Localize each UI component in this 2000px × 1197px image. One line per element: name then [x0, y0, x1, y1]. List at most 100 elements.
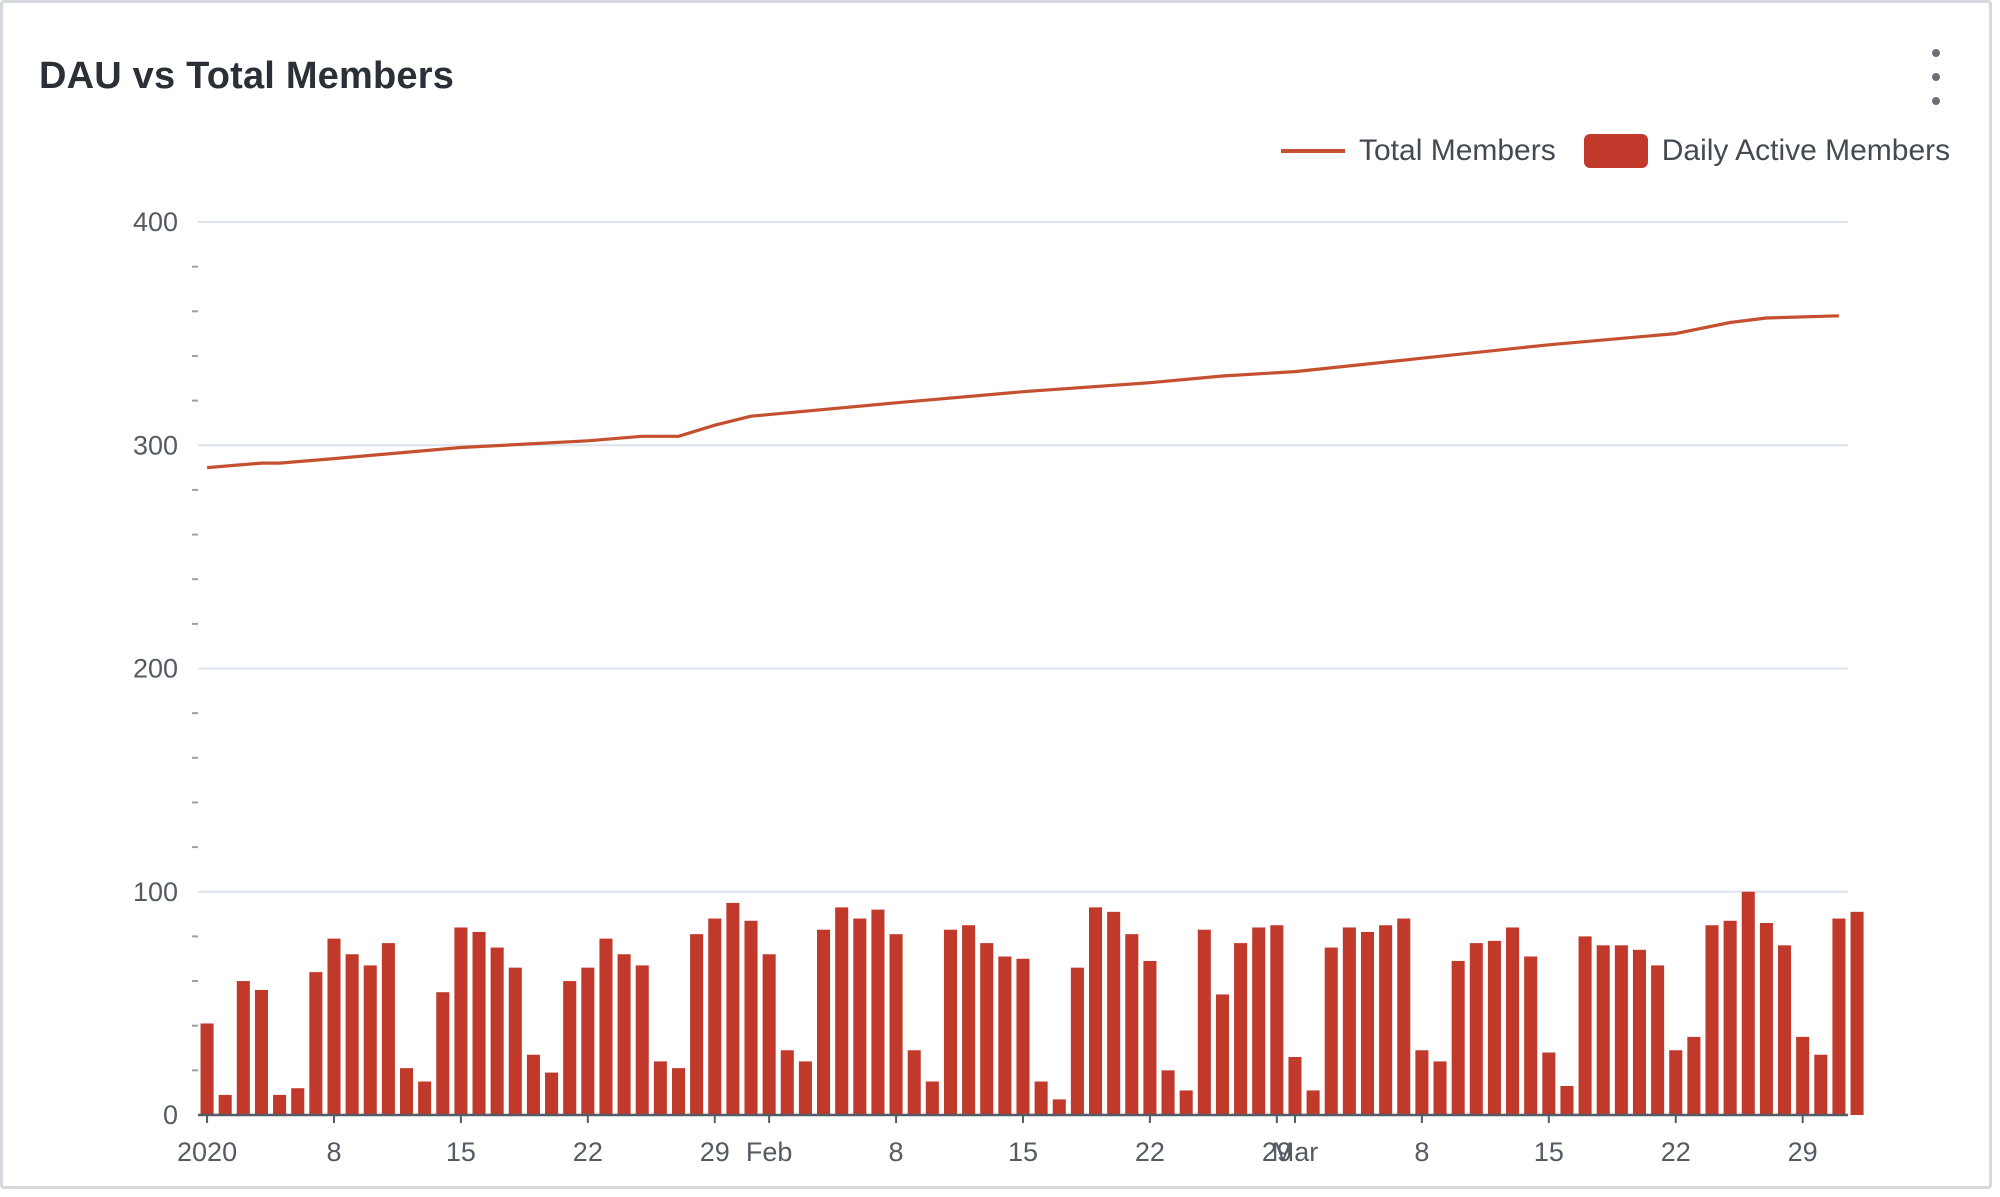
x-tick-label: 22 [573, 1137, 603, 1167]
y-tick-label: 300 [133, 430, 178, 460]
dau-bar [889, 934, 903, 1115]
dau-bar [418, 1081, 432, 1115]
dau-bar [653, 1061, 667, 1115]
dau-bar [399, 1068, 414, 1115]
x-tick-label: 22 [1661, 1137, 1691, 1167]
dau-bar [1596, 945, 1610, 1115]
dau-bar [1469, 943, 1483, 1115]
dau-bar [1360, 931, 1375, 1115]
y-tick-label: 100 [133, 877, 178, 907]
dau-bar [1524, 956, 1538, 1115]
dau-bar [545, 1072, 559, 1115]
dau-bar [1705, 925, 1719, 1115]
dau-bar [1179, 1090, 1193, 1115]
kebab-dot [1932, 49, 1940, 57]
dau-bar [744, 920, 758, 1115]
y-tick-label: 400 [133, 207, 178, 237]
x-tick-label: 15 [446, 1137, 476, 1167]
dau-bar [1070, 967, 1084, 1115]
dau-bar [1578, 936, 1592, 1115]
x-tick-label: Mar [1272, 1137, 1319, 1167]
dau-bar [1778, 945, 1792, 1115]
kebab-dot [1932, 73, 1940, 81]
x-tick-label: 29 [1262, 1137, 1292, 1167]
legend-item-daily-active-members[interactable]: Daily Active Members [1583, 134, 1950, 168]
dau-bar [599, 938, 613, 1115]
dau-bar [762, 954, 776, 1115]
dau-bar [1215, 994, 1229, 1115]
x-tick-label: 29 [700, 1137, 730, 1167]
dau-bar [236, 981, 250, 1115]
dau-bar [980, 943, 994, 1115]
dau-bar [835, 907, 849, 1115]
dau-bar [1324, 947, 1338, 1115]
dau-bar [671, 1068, 686, 1115]
dau-bar [581, 967, 595, 1115]
x-tick-label: 15 [1008, 1137, 1038, 1167]
dau-bar [798, 1061, 812, 1115]
dau-bar [1197, 929, 1211, 1115]
dau-bar [726, 902, 740, 1115]
dau-bar [690, 934, 704, 1115]
dau-bar [635, 965, 649, 1115]
dau-bar [871, 909, 885, 1115]
dau-bar [490, 947, 504, 1115]
dau-bar [309, 972, 323, 1115]
dau-bar [254, 989, 268, 1115]
dau-bar [1234, 943, 1248, 1115]
dau-bar [853, 918, 867, 1115]
dau-bar [345, 954, 359, 1115]
dau-bar [1252, 927, 1266, 1115]
dau-bar [1143, 960, 1157, 1115]
dau-bar [1506, 927, 1520, 1115]
dau-bar [1125, 934, 1139, 1115]
legend-line-swatch [1281, 149, 1345, 153]
dau-bar [1614, 945, 1628, 1115]
dau-bar [1433, 1061, 1447, 1115]
dau-bar [273, 1094, 287, 1115]
x-tick-label: Feb [746, 1137, 793, 1167]
dau-bar [1415, 1050, 1429, 1115]
dau-bar [563, 981, 577, 1115]
dau-bar [327, 938, 341, 1115]
dau-bar [1814, 1054, 1828, 1115]
dau-bar [617, 954, 631, 1115]
dau-bar [1161, 1070, 1175, 1115]
dau-bar [200, 1023, 214, 1115]
x-tick-label: 22 [1135, 1137, 1165, 1167]
dau-bar [907, 1050, 921, 1115]
dau-bar [1397, 918, 1411, 1115]
dau-bar [780, 1050, 794, 1115]
dau-bar [1487, 940, 1501, 1115]
dau-bar [1850, 911, 1864, 1115]
dau-bar [1723, 920, 1737, 1115]
dau-bar [1687, 1036, 1701, 1115]
dau-bar [1379, 925, 1393, 1115]
dau-bar [817, 929, 831, 1115]
dau-bar [1759, 923, 1773, 1115]
dau-bar [218, 1094, 232, 1115]
dau-bar [1632, 949, 1647, 1115]
dau-bar [1451, 960, 1465, 1115]
dau-bar [1832, 918, 1846, 1115]
card-title: DAU vs Total Members [39, 55, 455, 97]
dau-bar [1052, 1099, 1066, 1115]
dau-bar [1342, 927, 1356, 1115]
dau-bar [1741, 891, 1755, 1115]
total-members-line [206, 314, 1839, 470]
dau-bar [1651, 965, 1665, 1115]
dau-bar [1306, 1090, 1320, 1115]
kebab-menu-icon[interactable] [1919, 49, 1953, 105]
dau-bar [925, 1081, 939, 1115]
dau-bar [1560, 1085, 1574, 1115]
y-tick-label: 200 [133, 654, 178, 684]
dau-bar [436, 992, 450, 1115]
legend-item-total-members[interactable]: Total Members [1281, 134, 1556, 168]
dau-bar [1288, 1056, 1302, 1115]
dau-bar [1542, 1052, 1556, 1115]
x-tick-label: 15 [1534, 1137, 1564, 1167]
kebab-dot [1932, 97, 1940, 105]
dau-bar [1107, 911, 1121, 1115]
dau-bar [1669, 1050, 1683, 1115]
dau-bar [1016, 958, 1030, 1115]
